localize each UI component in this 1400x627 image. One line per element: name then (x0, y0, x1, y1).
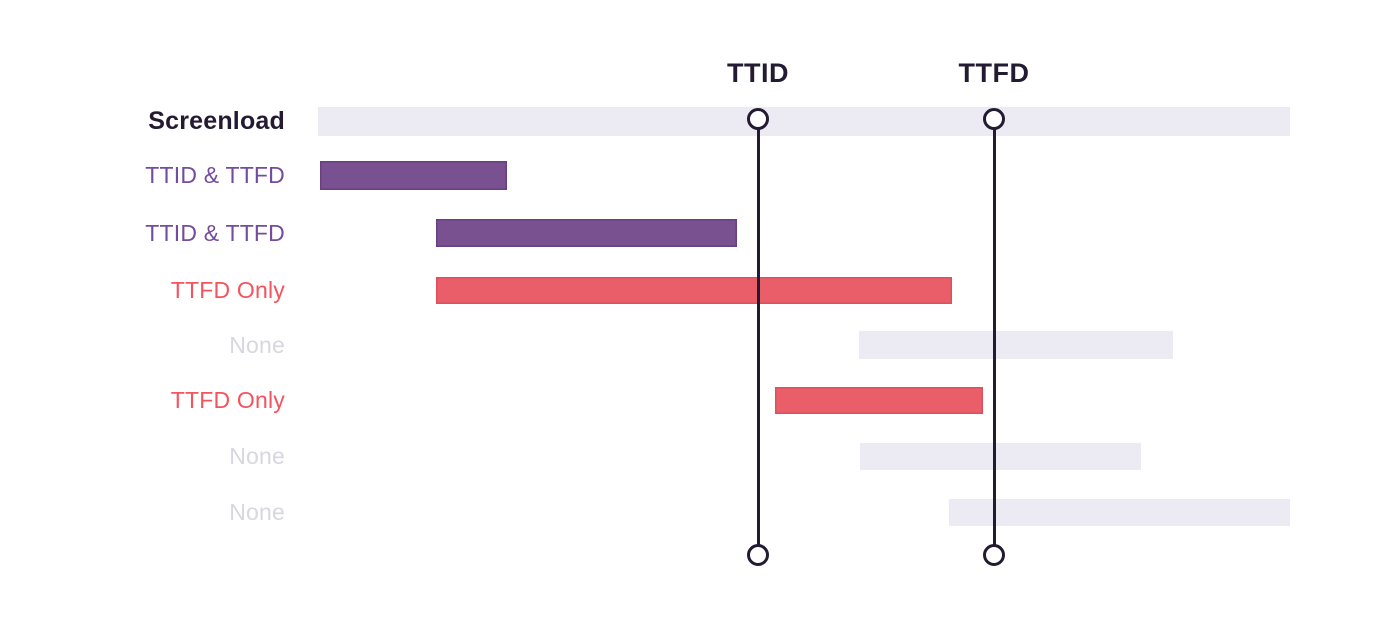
row-label-ttfd-only-2: TTFD Only (170, 387, 285, 413)
row-label-none-2: None (229, 443, 285, 469)
ttfd-bottom-circle (983, 544, 1005, 566)
row-label-screenload: Screenload (148, 107, 285, 135)
span-bar-ttid-ttfd-1 (320, 161, 507, 190)
ttid-bottom-circle (747, 544, 769, 566)
row-label-ttid-ttfd-2: TTID & TTFD (145, 220, 285, 246)
ttid-marker-line (756, 119, 760, 555)
ttid-top-circle (747, 108, 769, 130)
span-bar-screenload (318, 107, 1290, 136)
span-bar-ttfd-only-1 (436, 277, 952, 304)
row-label-ttid-ttfd-1: TTID & TTFD (145, 162, 285, 188)
span-bar-none-2 (860, 443, 1141, 470)
row-label-none-3: None (229, 499, 285, 525)
row-label-ttfd-only-1: TTFD Only (170, 277, 285, 303)
span-bar-none-3 (949, 499, 1290, 526)
span-bar-ttfd-only-2 (775, 387, 983, 414)
ttfd-marker-label: TTFD (958, 58, 1030, 88)
span-bar-none-1 (859, 331, 1173, 359)
row-label-none-1: None (229, 332, 285, 358)
ttid-marker-label: TTID (727, 58, 789, 88)
span-bar-ttid-ttfd-2 (436, 219, 737, 247)
ttfd-top-circle (983, 108, 1005, 130)
ttfd-marker-line (992, 119, 996, 555)
